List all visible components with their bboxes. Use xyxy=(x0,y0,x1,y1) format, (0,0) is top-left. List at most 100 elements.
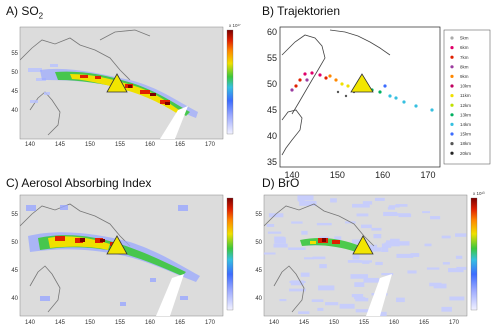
bro-noise-cell xyxy=(339,303,355,309)
panel-a-volcano-marker xyxy=(106,73,128,93)
bro-noise-cell xyxy=(319,264,327,269)
bro-noise-cell xyxy=(352,254,360,260)
bro-noise-cell xyxy=(455,255,463,259)
legend-entry: 15km xyxy=(460,132,471,137)
bro-noise-cell xyxy=(316,222,332,226)
panel-a-axis-ticks: 140 145 150 155 160 165 170 55 50 45 40 xyxy=(11,51,215,148)
bro-noise-cell xyxy=(288,247,306,250)
legend-marker xyxy=(450,74,454,78)
latitude-tick-label: 45 xyxy=(267,105,277,115)
bro-noise-cell xyxy=(350,274,369,279)
bro-noise-cell xyxy=(375,261,383,266)
bro-noise-cell xyxy=(355,297,369,302)
bro-noise-cell xyxy=(369,244,378,250)
legend-entry: 5km xyxy=(460,36,469,41)
latitude-tick-label: 45 xyxy=(255,268,262,274)
latitude-tick-label: 50 xyxy=(11,70,18,76)
longitude-tick-label: 170 xyxy=(205,320,216,326)
legend-marker xyxy=(450,103,454,107)
bro-noise-cell xyxy=(422,211,431,214)
bro-noise-cell xyxy=(267,231,282,234)
legend-marker xyxy=(450,84,454,88)
longitude-tick-label: 170 xyxy=(205,142,216,148)
bro-noise-cell xyxy=(387,206,395,210)
longitude-tick-label: 165 xyxy=(419,320,430,326)
longitude-tick-label: 145 xyxy=(299,320,310,326)
bro-noise-cell xyxy=(363,277,379,283)
longitude-tick-label: 150 xyxy=(329,320,340,326)
bro-noise-cell xyxy=(371,227,382,231)
bro-noise-cell xyxy=(347,259,362,263)
panel-a-map xyxy=(19,26,234,140)
latitude-tick-label: 60 xyxy=(267,27,277,37)
bro-noise-cell xyxy=(386,240,394,243)
latitude-tick-label: 40 xyxy=(255,296,262,302)
bro-noise-cell xyxy=(449,296,465,301)
legend-entry: 7km xyxy=(460,55,469,60)
longitude-tick-label: 155 xyxy=(359,320,370,326)
latitude-tick-label: 35 xyxy=(267,157,277,167)
legend-marker xyxy=(450,46,454,50)
bro-noise-cell xyxy=(298,311,310,315)
panel-a-title: A) SO2 xyxy=(6,4,44,21)
bro-noise-cell xyxy=(455,233,467,237)
longitude-tick-label: 140 xyxy=(269,320,280,326)
panel-a-colorbar xyxy=(226,29,234,135)
legend-entry: 18km xyxy=(460,141,471,146)
bro-noise-cell xyxy=(311,299,324,303)
bro-noise-cell xyxy=(325,302,339,306)
bro-noise-cell xyxy=(362,201,373,205)
bro-noise-cell xyxy=(441,306,452,312)
legend-marker xyxy=(450,132,454,136)
bro-noise-cell xyxy=(351,293,364,298)
legend-marker xyxy=(450,151,454,155)
bro-noise-cell xyxy=(381,247,389,253)
latitude-tick-label: 50 xyxy=(11,240,18,246)
bro-noise-cell xyxy=(330,198,337,203)
panel-d-colorbar-exponent: x 10¹³ xyxy=(473,191,485,196)
bro-noise-cell xyxy=(354,282,365,287)
bro-noise-cell xyxy=(355,309,373,313)
bro-noise-cell xyxy=(351,239,365,245)
bro-noise-cell xyxy=(388,205,400,208)
legend-marker xyxy=(450,122,454,126)
bro-noise-cell xyxy=(264,252,276,255)
longitude-tick-label: 160 xyxy=(145,142,156,148)
bro-noise-cell xyxy=(384,242,400,247)
bro-noise-cell xyxy=(424,243,432,247)
longitude-tick-label: 150 xyxy=(85,320,96,326)
legend-entry: 13km xyxy=(460,112,471,117)
bro-noise-cell xyxy=(448,268,464,273)
longitude-tick-label: 165 xyxy=(175,142,186,148)
bro-noise-cell xyxy=(301,230,308,235)
bro-noise-cell xyxy=(395,213,410,216)
bro-noise-cell xyxy=(355,260,373,263)
bro-noise-cell xyxy=(441,235,451,239)
longitude-tick-label: 150 xyxy=(330,170,345,180)
bro-noise-cell xyxy=(396,297,405,303)
legend-entry: 20km xyxy=(460,151,471,156)
longitude-tick-label: 160 xyxy=(145,320,156,326)
legend-entry: 14km xyxy=(460,122,471,127)
legend-entry: 9km xyxy=(460,74,469,79)
longitude-tick-label: 140 xyxy=(284,170,299,180)
legend-marker xyxy=(450,65,454,69)
latitude-tick-label: 40 xyxy=(11,296,18,302)
panel-d-colorbar xyxy=(470,197,478,311)
bro-noise-cell xyxy=(268,213,284,218)
bro-noise-cell xyxy=(390,238,400,244)
latitude-tick-label: 55 xyxy=(11,51,18,57)
bro-noise-cell xyxy=(364,247,382,252)
longitude-tick-label: 140 xyxy=(25,142,36,148)
bro-noise-cell xyxy=(291,221,303,224)
legend-marker xyxy=(450,94,454,98)
bro-noise-cell xyxy=(433,283,447,289)
panel-b-map: 5km 6km 7km 8km 9km 10km 11km 12km 13km 14km 15km 1… xyxy=(279,26,491,168)
bro-noise-cell xyxy=(318,285,335,291)
longitude-tick-label: 145 xyxy=(55,142,66,148)
panel-b-volcano-marker xyxy=(350,73,374,93)
longitude-tick-label: 160 xyxy=(375,170,390,180)
panel-d-title: D) BrO xyxy=(262,176,300,190)
latitude-tick-label: 45 xyxy=(11,268,18,274)
